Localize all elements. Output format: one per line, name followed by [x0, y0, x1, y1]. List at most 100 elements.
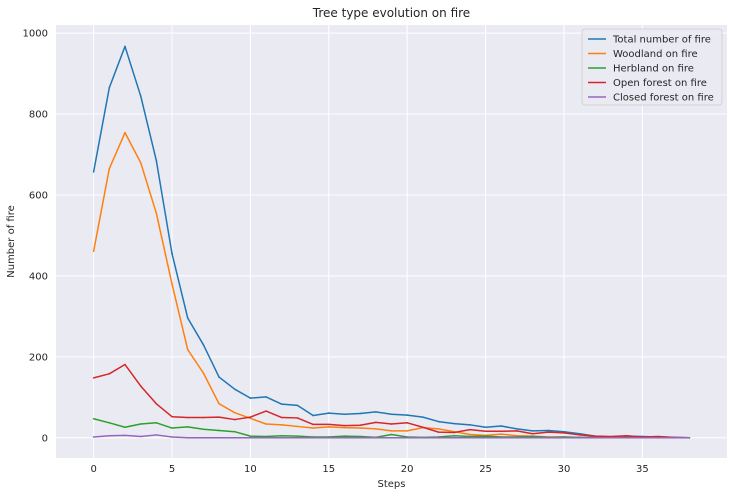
x-tick-label: 5 [169, 464, 175, 475]
legend-label: Herbland on fire [613, 64, 694, 75]
data-point [359, 436, 361, 439]
data-point [610, 435, 612, 438]
data-point [171, 436, 173, 438]
x-tick-label: 25 [479, 464, 492, 475]
legend-label: Open forest on fire [613, 78, 707, 89]
data-point [312, 427, 314, 429]
data-point [296, 425, 299, 428]
data-point [375, 428, 377, 430]
data-point [359, 427, 361, 429]
data-point [375, 421, 377, 424]
data-point [312, 423, 314, 426]
data-point [186, 416, 189, 419]
data-point [296, 435, 299, 437]
data-point [155, 434, 158, 436]
data-point [657, 436, 659, 439]
data-point [469, 436, 471, 439]
series-lines [92, 45, 691, 439]
legend-label: Total number of fire [612, 35, 711, 46]
data-point [218, 429, 220, 432]
data-point [218, 376, 220, 378]
data-point [406, 414, 408, 416]
data-point [139, 161, 142, 164]
data-point [108, 86, 111, 89]
data-point [484, 426, 487, 429]
chart-title: Tree type evolution on fire [312, 6, 470, 20]
data-point [186, 348, 189, 351]
data-point [688, 436, 691, 439]
data-point [359, 435, 361, 438]
data-point [186, 426, 189, 428]
data-point [484, 430, 487, 433]
data-point [437, 431, 440, 433]
data-point [108, 373, 111, 375]
y-axis-ticks: 0 200 400 600 800 1000 [23, 29, 48, 445]
y-tick-label: 400 [29, 271, 48, 282]
data-point [92, 377, 95, 379]
data-point [469, 435, 471, 438]
data-point [531, 430, 534, 432]
y-tick-label: 0 [42, 433, 48, 444]
data-point [469, 433, 471, 436]
data-point [437, 436, 440, 439]
data-point [186, 317, 189, 319]
data-point [171, 283, 173, 285]
data-point [453, 436, 456, 439]
data-point [375, 411, 377, 413]
data-point [657, 435, 659, 438]
x-axis-label: Steps [378, 479, 406, 490]
data-point [312, 414, 314, 417]
data-point [375, 436, 377, 439]
data-point [547, 436, 550, 439]
data-point [124, 426, 126, 429]
data-point [296, 436, 299, 439]
data-point [249, 436, 252, 439]
data-point [406, 430, 408, 432]
data-point [343, 426, 346, 429]
data-point [202, 436, 205, 439]
data-point [516, 436, 518, 439]
data-point [249, 435, 252, 437]
x-axis-ticks: 0 5 10 15 20 25 30 35 [90, 464, 648, 475]
data-point [265, 435, 267, 438]
data-point [563, 432, 565, 434]
data-point [453, 431, 456, 434]
data-point [296, 404, 299, 407]
data-point [453, 434, 456, 437]
data-point [327, 436, 330, 439]
data-point [610, 436, 612, 439]
data-point [171, 415, 173, 418]
data-point [171, 427, 173, 429]
data-point [327, 426, 330, 428]
data-point [484, 435, 487, 437]
x-tick-label: 15 [322, 464, 335, 475]
data-point [516, 434, 518, 437]
data-point [594, 436, 597, 439]
data-point [343, 435, 346, 437]
data-point [124, 434, 126, 437]
data-point [249, 416, 252, 418]
data-point [155, 159, 158, 162]
data-point [233, 418, 236, 421]
data-point [500, 433, 503, 435]
data-point [108, 167, 111, 170]
data-point [437, 428, 440, 430]
data-point [108, 421, 111, 424]
data-point [139, 95, 142, 97]
data-point [265, 396, 267, 398]
data-point [547, 431, 550, 433]
data-point [641, 436, 644, 439]
data-point [218, 402, 220, 405]
data-point [390, 413, 393, 416]
data-point [453, 422, 456, 425]
data-point [202, 416, 205, 419]
x-tick-label: 10 [244, 464, 257, 475]
data-point [578, 434, 581, 436]
data-point [171, 252, 173, 255]
legend-label: Closed forest on fire [613, 93, 714, 104]
data-point [265, 410, 267, 412]
data-point [563, 430, 565, 433]
data-point [390, 423, 393, 425]
data-point [280, 434, 283, 437]
